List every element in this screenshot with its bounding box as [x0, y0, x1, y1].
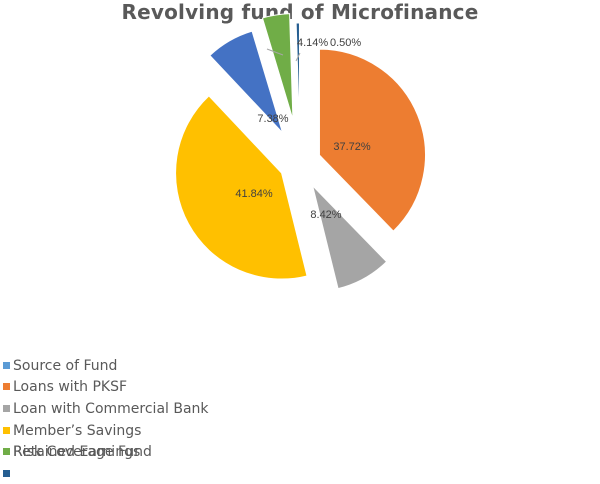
- slice-data-label: 37.72%: [333, 141, 371, 153]
- pie-slice: [311, 184, 388, 290]
- legend-label: Member’s Savings: [13, 423, 142, 439]
- leader-line: [266, 48, 284, 56]
- slice-data-label: 0.50%: [330, 37, 361, 49]
- legend-label: Loans with PKSF: [13, 379, 128, 395]
- pie-slice: [175, 95, 308, 280]
- slice-data-label: 4.14%: [297, 37, 328, 49]
- slice-data-label: 8.42%: [310, 209, 341, 221]
- pie-chart: Revolving fund of Microfinance 37.72% 8.4…: [3, 0, 479, 477]
- legend-swatch: [3, 427, 10, 434]
- chart-title: Revolving fund of Microfinance: [121, 0, 479, 24]
- pie-slice: [318, 48, 426, 232]
- legend-swatch: [3, 405, 10, 412]
- leader-line: [295, 52, 301, 62]
- legend-swatch: [3, 362, 10, 369]
- pie-slice: [261, 13, 294, 120]
- legend-swatch: [3, 448, 10, 455]
- legend-swatch: [3, 470, 10, 477]
- slice-data-label: 7.38%: [257, 113, 288, 125]
- pie-slice: [209, 30, 283, 134]
- pie-slice: [295, 22, 300, 130]
- pie-plot-area: 37.72% 8.42% 41.84% 7.38% 4.14% 0.50%: [175, 13, 426, 290]
- legend-label: Risk Coverage Fund: [13, 444, 152, 460]
- slice-data-label: 41.84%: [235, 188, 273, 200]
- legend-label: Source of Fund: [13, 358, 118, 374]
- legend-label: Loan with Commercial Bank: [13, 401, 209, 417]
- legend-swatch: [3, 383, 10, 390]
- legend-label: Retained Earnings: [13, 444, 141, 460]
